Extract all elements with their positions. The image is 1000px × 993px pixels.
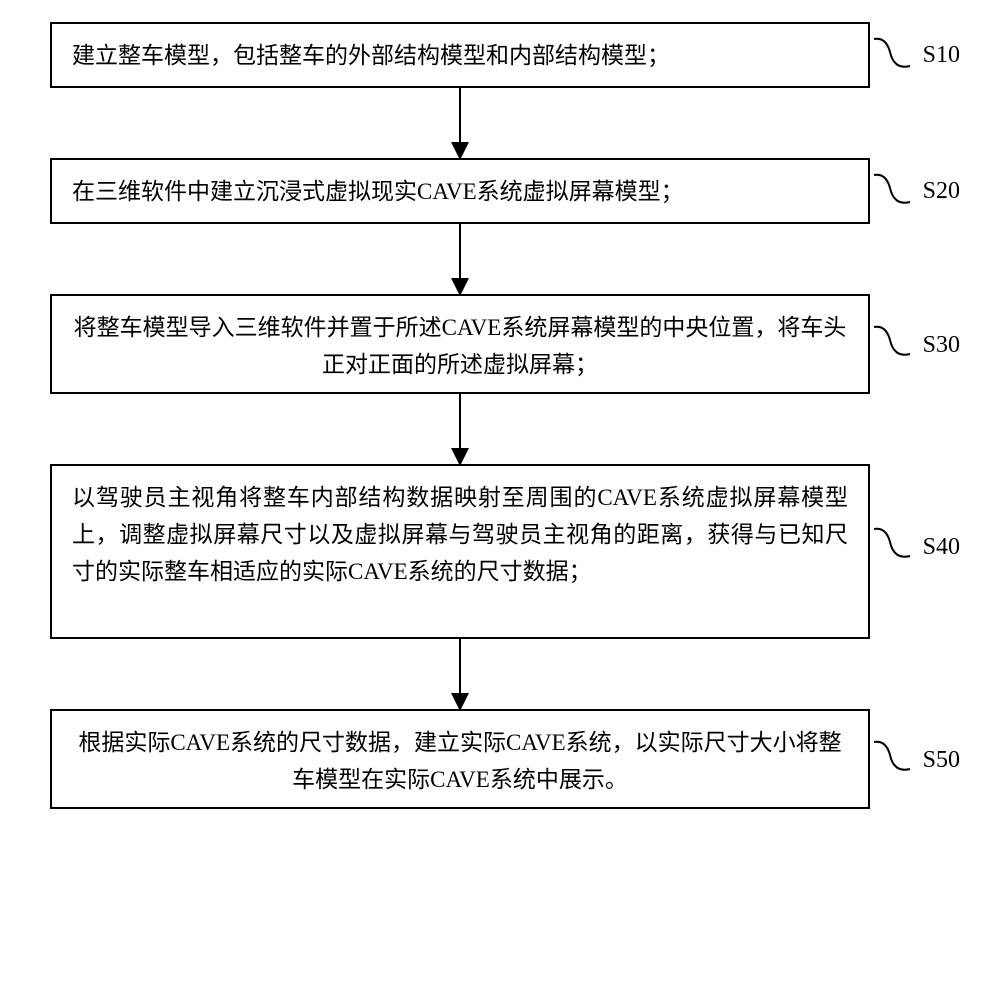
step-s20-container: 在三维软件中建立沉浸式虚拟现实CAVE系统虚拟屏幕模型； S20 bbox=[50, 158, 950, 224]
step-s40-container: 以驾驶员主视角将整车内部结构数据映射至周围的CAVE系统虚拟屏幕模型上，调整虚拟… bbox=[50, 464, 950, 639]
step-s30-box: 将整车模型导入三维软件并置于所述CAVE系统屏幕模型的中央位置，将车头正对正面的… bbox=[50, 294, 870, 394]
connector-s20-icon bbox=[872, 170, 912, 210]
step-s40-label: S40 bbox=[923, 534, 960, 561]
step-s50-container: 根据实际CAVE系统的尺寸数据，建立实际CAVE系统，以实际尺寸大小将整车模型在… bbox=[50, 709, 950, 809]
step-s30-label: S30 bbox=[923, 332, 960, 359]
step-s20-box: 在三维软件中建立沉浸式虚拟现实CAVE系统虚拟屏幕模型； bbox=[50, 158, 870, 224]
arrow-4 bbox=[50, 639, 870, 709]
arrow-1 bbox=[50, 88, 870, 158]
step-s10-container: 建立整车模型，包括整车的外部结构模型和内部结构模型； S10 bbox=[50, 22, 950, 88]
step-s50-text: 根据实际CAVE系统的尺寸数据，建立实际CAVE系统，以实际尺寸大小将整车模型在… bbox=[78, 730, 841, 792]
step-s10-box: 建立整车模型，包括整车的外部结构模型和内部结构模型； bbox=[50, 22, 870, 88]
flowchart-container: 建立整车模型，包括整车的外部结构模型和内部结构模型； S10 在三维软件中建立沉… bbox=[50, 22, 950, 809]
step-s30-container: 将整车模型导入三维软件并置于所述CAVE系统屏幕模型的中央位置，将车头正对正面的… bbox=[50, 294, 950, 394]
connector-s40-icon bbox=[872, 524, 912, 564]
arrow-3 bbox=[50, 394, 870, 464]
step-s50-label: S50 bbox=[923, 747, 960, 774]
step-s40-box: 以驾驶员主视角将整车内部结构数据映射至周围的CAVE系统虚拟屏幕模型上，调整虚拟… bbox=[50, 464, 870, 639]
step-s10-text: 建立整车模型，包括整车的外部结构模型和内部结构模型； bbox=[72, 43, 670, 68]
step-s40-text: 以驾驶员主视角将整车内部结构数据映射至周围的CAVE系统虚拟屏幕模型上，调整虚拟… bbox=[72, 485, 848, 584]
connector-s10-icon bbox=[872, 34, 912, 74]
step-s30-text: 将整车模型导入三维软件并置于所述CAVE系统屏幕模型的中央位置，将车头正对正面的… bbox=[74, 315, 847, 377]
arrow-2 bbox=[50, 224, 870, 294]
step-s50-box: 根据实际CAVE系统的尺寸数据，建立实际CAVE系统，以实际尺寸大小将整车模型在… bbox=[50, 709, 870, 809]
connector-s30-icon bbox=[872, 322, 912, 362]
connector-s50-icon bbox=[872, 737, 912, 777]
step-s20-label: S20 bbox=[923, 178, 960, 205]
step-s10-label: S10 bbox=[923, 42, 960, 69]
step-s20-text: 在三维软件中建立沉浸式虚拟现实CAVE系统虚拟屏幕模型； bbox=[72, 179, 684, 204]
